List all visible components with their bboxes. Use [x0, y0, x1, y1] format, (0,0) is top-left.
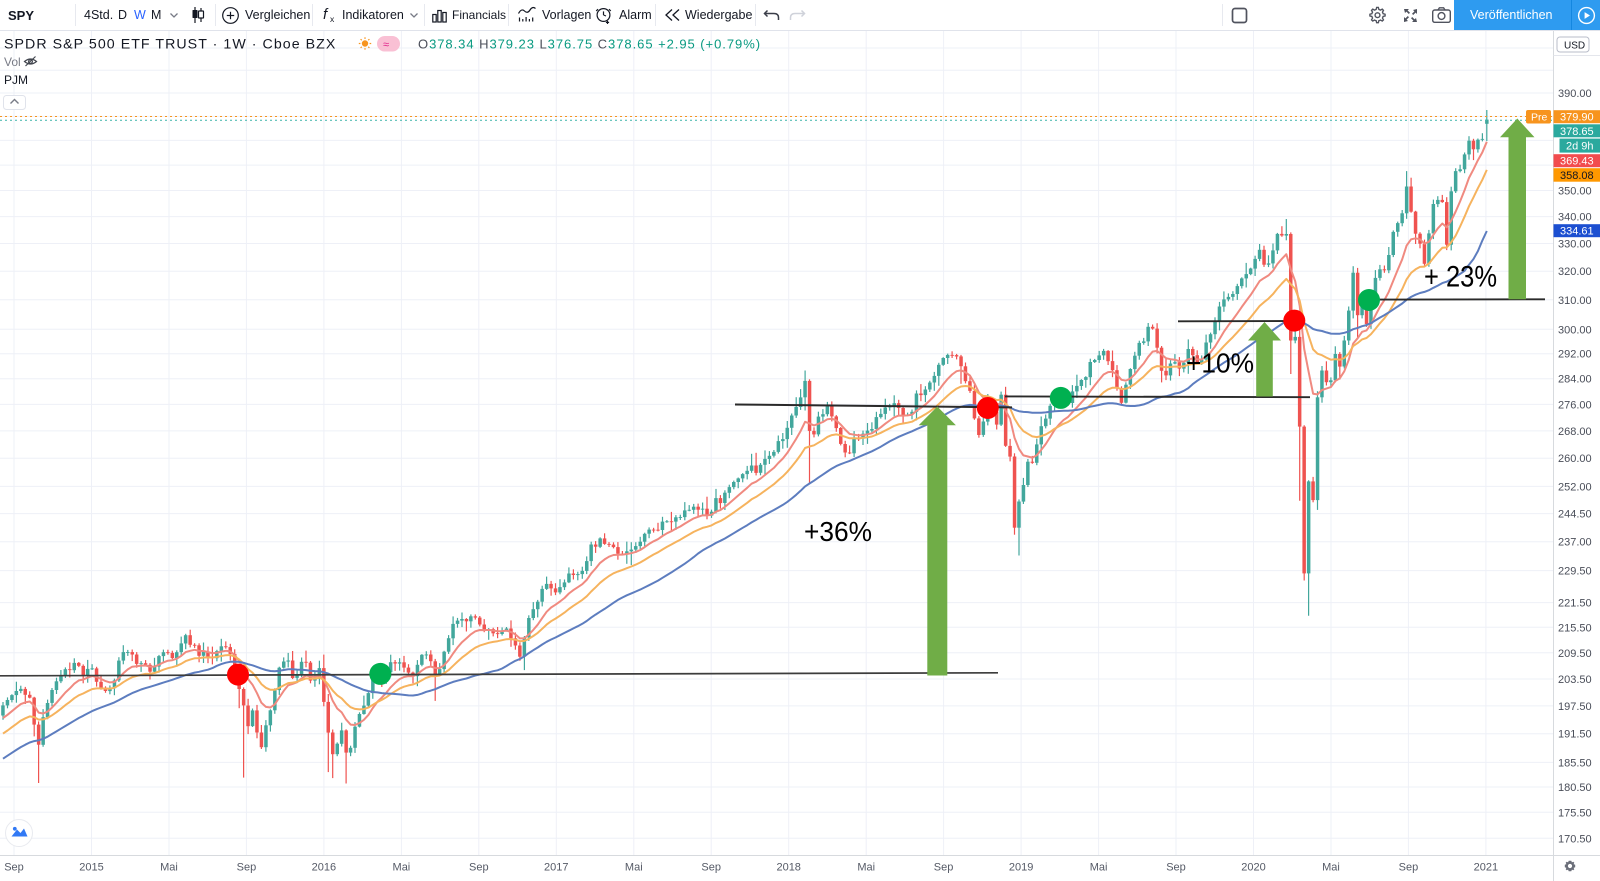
svg-text:221.50: 221.50	[1558, 598, 1592, 610]
svg-text:+36%: +36%	[804, 516, 872, 547]
svg-text:340.00: 340.00	[1558, 212, 1592, 224]
svg-text:Sep: Sep	[4, 862, 24, 874]
svg-text:203.50: 203.50	[1558, 674, 1592, 686]
svg-text:229.50: 229.50	[1558, 566, 1592, 578]
svg-text:Sep: Sep	[701, 862, 721, 874]
svg-text:185.50: 185.50	[1558, 757, 1592, 769]
svg-text:175.50: 175.50	[1558, 807, 1592, 819]
svg-text:+ 23%: + 23%	[1424, 261, 1497, 294]
svg-text:237.00: 237.00	[1558, 537, 1592, 549]
svg-text:Vol: Vol	[4, 55, 21, 69]
svg-text:300.00: 300.00	[1558, 324, 1592, 336]
svg-text:2016: 2016	[312, 862, 336, 874]
svg-text:268.00: 268.00	[1558, 426, 1592, 438]
svg-text:320.00: 320.00	[1558, 266, 1592, 278]
svg-text:244.50: 244.50	[1558, 509, 1592, 521]
svg-text:SPDR S&P 500 ETF TRUST · 1W ·: SPDR S&P 500 ETF TRUST · 1W · Cboe BZX	[4, 37, 336, 53]
svg-text:2018: 2018	[776, 862, 800, 874]
svg-text:2020: 2020	[1241, 862, 1265, 874]
svg-text:≈: ≈	[383, 39, 389, 51]
svg-text:252.00: 252.00	[1558, 481, 1592, 493]
svg-text:310.00: 310.00	[1558, 295, 1592, 307]
svg-text:Mai: Mai	[1090, 862, 1108, 874]
svg-text:2015: 2015	[79, 862, 103, 874]
svg-text:Pre: Pre	[1531, 111, 1548, 123]
svg-text:Sep: Sep	[237, 862, 257, 874]
svg-text:USD: USD	[1564, 41, 1585, 52]
svg-text:379.90: 379.90	[1560, 112, 1594, 124]
svg-text:292.00: 292.00	[1558, 349, 1592, 361]
svg-text:284.00: 284.00	[1558, 374, 1592, 386]
svg-text:209.50: 209.50	[1558, 648, 1592, 660]
svg-text:369.43: 369.43	[1560, 156, 1594, 168]
svg-text:Mai: Mai	[393, 862, 411, 874]
svg-text:390.00: 390.00	[1558, 88, 1592, 100]
svg-text:276.00: 276.00	[1558, 399, 1592, 411]
svg-text:+10%: +10%	[1186, 348, 1254, 379]
svg-text:Mai: Mai	[1322, 862, 1340, 874]
svg-text:334.61: 334.61	[1560, 226, 1594, 238]
svg-text:180.50: 180.50	[1558, 782, 1592, 794]
svg-text:170.50: 170.50	[1558, 833, 1592, 845]
svg-text:O378.34 H379.23 L376.75 C378.6: O378.34 H379.23 L376.75 C378.65 +2.95 (+…	[418, 37, 761, 52]
svg-text:191.50: 191.50	[1558, 729, 1592, 741]
svg-text:Sep: Sep	[469, 862, 489, 874]
svg-text:2019: 2019	[1009, 862, 1033, 874]
svg-text:PJM: PJM	[4, 73, 28, 87]
svg-text:Sep: Sep	[934, 862, 954, 874]
svg-text:350.00: 350.00	[1558, 186, 1592, 198]
svg-text:Mai: Mai	[625, 862, 643, 874]
svg-text:330.00: 330.00	[1558, 239, 1592, 251]
svg-text:Sep: Sep	[1166, 862, 1186, 874]
svg-text:Sep: Sep	[1399, 862, 1419, 874]
svg-text:2d 9h: 2d 9h	[1566, 141, 1594, 153]
svg-text:f: f	[323, 6, 329, 23]
svg-text:358.08: 358.08	[1560, 170, 1594, 182]
svg-text:215.50: 215.50	[1558, 622, 1592, 634]
svg-text:2021: 2021	[1474, 862, 1498, 874]
svg-text:378.65: 378.65	[1560, 126, 1594, 138]
svg-text:260.00: 260.00	[1558, 453, 1592, 465]
svg-text:197.50: 197.50	[1558, 701, 1592, 713]
svg-text:Mai: Mai	[857, 862, 875, 874]
svg-text:x: x	[330, 14, 335, 24]
svg-text:Mai: Mai	[160, 862, 178, 874]
svg-text:2017: 2017	[544, 862, 568, 874]
